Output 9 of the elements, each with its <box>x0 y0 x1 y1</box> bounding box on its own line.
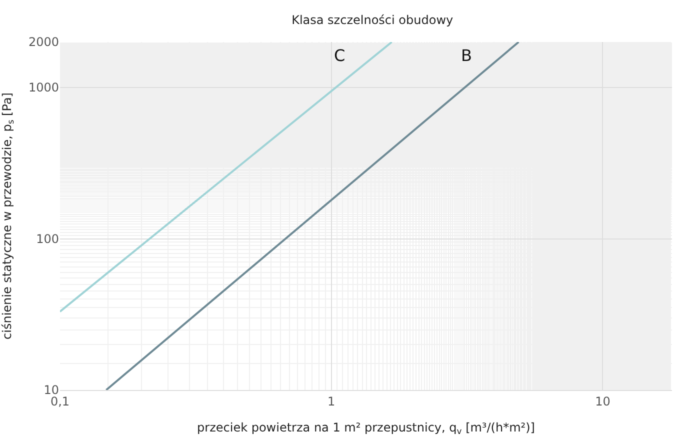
x-tick-label: 10 <box>595 394 610 408</box>
y-tick-label: 100 <box>36 232 59 246</box>
chart-title: Klasa szczelności obudowy <box>292 12 454 27</box>
series-label: B <box>461 46 472 65</box>
y-tick-label: 2000 <box>28 35 59 50</box>
series-label: C <box>334 46 346 65</box>
x-axis-title: przeciek powietrza na 1 m² przepustnicy, q$_{v}$ [m³/(h*m²)] <box>197 420 535 436</box>
y-tick-label: 1000 <box>28 80 59 95</box>
x-tick-label: 1 <box>328 394 336 408</box>
